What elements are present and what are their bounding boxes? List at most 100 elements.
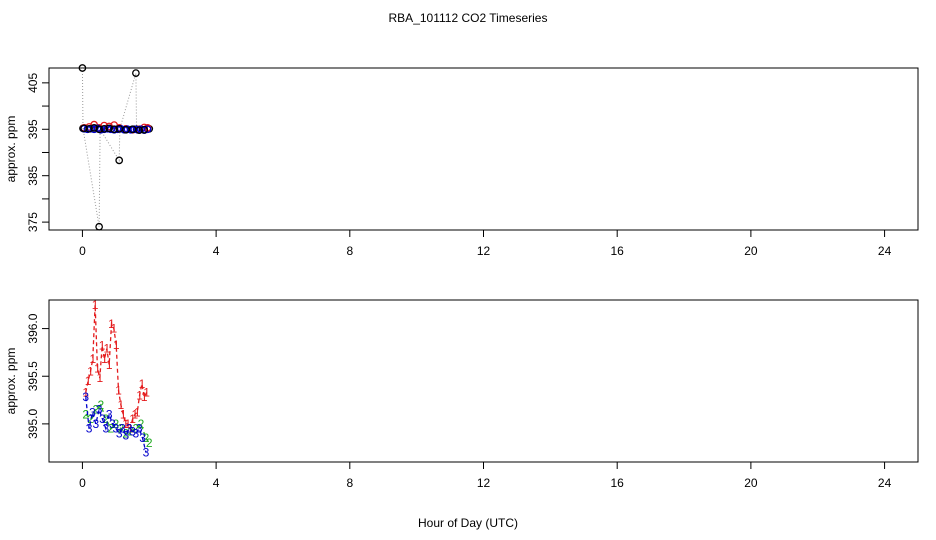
top-data-point [105, 124, 114, 133]
bottom-data-point: 1 [103, 342, 110, 356]
top-series-line [81, 67, 150, 227]
chart-title: RBA_101112 CO2 Timeseries [389, 11, 548, 25]
bottom-data-point: 2 [133, 422, 140, 436]
top-data-point [85, 124, 93, 133]
bottom-data-point: 1 [110, 322, 117, 336]
bottom-data-point: 3 [99, 412, 106, 426]
top-data-point [115, 156, 124, 165]
bottom-data-point: 3 [136, 422, 143, 436]
bottom-data-point: 2 [92, 403, 99, 417]
top-data-marks [78, 64, 154, 231]
bottom-data-point: 1 [92, 298, 99, 312]
bottom-data-marks: 1111111111111111111111111112222222222222… [82, 298, 153, 460]
bottom-data-point: 1 [85, 374, 92, 388]
top-x-tick-label: 12 [477, 244, 491, 258]
bottom-y-tick-label: 395.5 [26, 361, 40, 391]
bottom-data-point: 1 [134, 405, 141, 419]
top-y-tick-label: 395 [26, 119, 40, 139]
bottom-y-tick-label: 395.0 [26, 409, 40, 439]
bottom-data-point: 1 [129, 412, 136, 426]
bottom-data-point: 2 [113, 417, 120, 431]
bottom-data-point: 3 [102, 422, 109, 436]
top-data-point [80, 124, 88, 133]
bottom-data-point: 3 [126, 422, 133, 436]
bottom-data-point: 2 [143, 431, 150, 445]
bottom-data-point: 1 [96, 371, 103, 385]
bottom-plot-frame [48, 299, 919, 463]
bottom-data-point: 1 [89, 352, 96, 366]
top-data-point [90, 124, 98, 132]
top-data-point [132, 69, 140, 77]
top-x-tick-label: 8 [346, 244, 353, 258]
top-x-tick-label: 0 [79, 244, 86, 258]
bottom-data-point: 3 [123, 428, 130, 442]
bottom-data-point: 3 [119, 422, 126, 436]
bottom-data-point: 3 [82, 390, 89, 404]
bottom-data-point: 3 [133, 426, 140, 440]
bottom-data-point: 2 [82, 407, 89, 421]
top-data-point [143, 125, 152, 134]
bottom-data-point: 1 [87, 364, 94, 378]
bottom-x-tick-label: 20 [744, 476, 758, 490]
bottom-y-axis-label: approx. ppm [4, 348, 18, 415]
bottom-data-point: 3 [96, 403, 103, 417]
bottom-x-tick-label: 8 [346, 476, 353, 490]
top-panel: approx. ppm 0 4 8 12 16 20 24 375 385 395 405 [4, 64, 919, 258]
bottom-data-point: 1 [99, 339, 106, 353]
top-y-tick-label: 385 [26, 165, 40, 185]
bottom-data-point: 1 [132, 407, 139, 421]
bottom-data-point: 3 [116, 426, 123, 440]
bottom-data-point: 3 [139, 431, 146, 445]
bottom-data-point: 2 [128, 425, 135, 439]
top-axis-ticks: 0 4 8 12 16 20 24 375 385 395 405 [26, 73, 892, 258]
bottom-data-point: 1 [139, 377, 146, 391]
bottom-data-point: 3 [143, 445, 150, 459]
bottom-y-tick-label: 396.0 [26, 313, 40, 343]
bottom-data-point: 1 [113, 338, 120, 352]
top-y-axis-label: approx. ppm [4, 116, 18, 183]
top-x-tick-label: 16 [611, 244, 625, 258]
bottom-data-point: 2 [102, 412, 109, 426]
top-data-point [110, 125, 119, 134]
bottom-data-point: 1 [122, 417, 129, 431]
top-y-tick-label: 405 [26, 73, 40, 93]
bottom-data-point: 2 [107, 422, 114, 436]
bottom-x-tick-label: 24 [878, 476, 892, 490]
bottom-data-point: 1 [115, 384, 122, 398]
top-data-point [78, 64, 87, 72]
top-x-tick-label: 4 [213, 244, 220, 258]
bottom-data-point: 1 [101, 352, 108, 366]
bottom-data-point: 1 [120, 407, 127, 421]
bottom-data-point: 1 [118, 398, 125, 412]
bottom-series-line [85, 304, 148, 431]
bottom-x-tick-label: 16 [611, 476, 625, 490]
bottom-data-point: 3 [113, 422, 120, 436]
bottom-data-point: 3 [106, 407, 113, 421]
bottom-data-point: 1 [125, 417, 132, 431]
bottom-data-point: 2 [138, 417, 145, 431]
bottom-data-point: 3 [129, 425, 136, 439]
bottom-data-point: 3 [109, 417, 116, 431]
bottom-data-point: 3 [92, 417, 99, 431]
top-y-tick-label: 375 [26, 212, 40, 232]
top-plot-frame [48, 67, 919, 231]
bottom-data-point: 1 [82, 385, 89, 399]
top-x-tick-label: 20 [744, 244, 758, 258]
x-axis-label: Hour of Day (UTC) [418, 516, 518, 530]
bottom-data-point: 3 [86, 422, 93, 436]
bottom-data-point: 2 [118, 422, 125, 436]
bottom-data-point: 1 [136, 388, 143, 402]
bottom-data-point: 2 [97, 398, 104, 412]
bottom-data-point: 1 [143, 385, 150, 399]
bottom-data-point: 1 [108, 317, 115, 331]
top-data-point [135, 126, 144, 135]
bottom-data-point: 2 [123, 426, 130, 440]
bottom-data-point: 1 [141, 390, 148, 404]
bottom-data-point: 1 [106, 358, 113, 372]
bottom-data-point: 1 [94, 362, 101, 376]
bottom-data-point: 1 [127, 422, 134, 436]
top-data-point [100, 124, 108, 133]
